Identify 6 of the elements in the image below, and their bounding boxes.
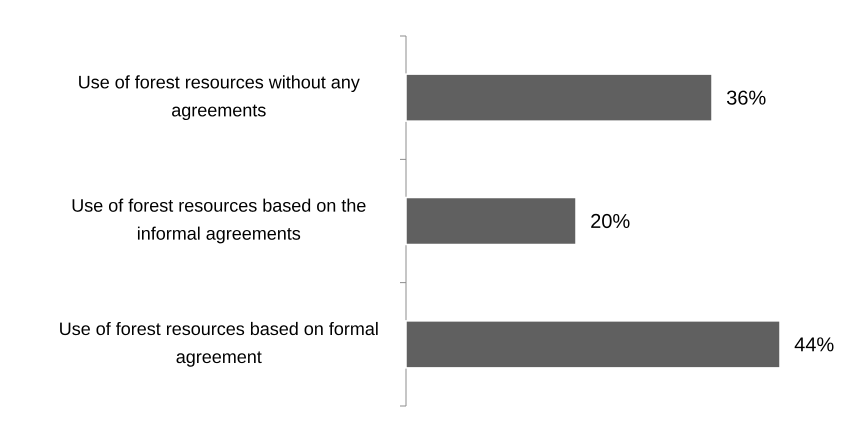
y-tick-label: Use of forest resources based on the informal agreements <box>72 198 366 244</box>
data-label: 44% <box>794 337 834 352</box>
y-tick-label: Use of forest resources without any agreements <box>79 75 360 120</box>
data-label: 36% <box>726 90 766 105</box>
data-label: 20% <box>591 214 630 228</box>
y-tick-label: Use of forest resources based on formal agreement <box>60 322 378 367</box>
